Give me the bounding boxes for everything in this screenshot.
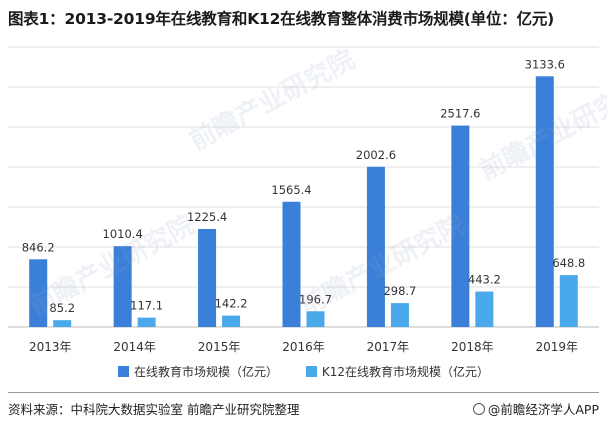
- data-label-k12-2: 117.1: [130, 299, 163, 313]
- brand-logo-icon: [472, 403, 485, 415]
- bar-k12-1: [53, 320, 72, 327]
- bar-k12-7: [559, 275, 578, 327]
- data-label-k12-1: 85.2: [49, 301, 75, 315]
- gridlines: [8, 46, 599, 328]
- brand-credit: @前瞻经济学人APP: [472, 399, 599, 418]
- legend-item-k12: K12在线教育市场规模（亿元）: [305, 363, 489, 380]
- source-note: 资料来源：中科院大数据实验室 前瞻产业研究院整理: [8, 402, 300, 417]
- x-tick-label: 2013年: [29, 340, 72, 354]
- bars: [29, 76, 578, 327]
- legend-label-k12: K12在线教育市场规模（亿元）: [321, 365, 489, 379]
- x-tick-label: 2019年: [536, 340, 579, 354]
- legend-swatch-online: [118, 366, 129, 377]
- data-label-online-4: 1565.4: [271, 183, 311, 197]
- data-label-k12-6: 443.2: [468, 273, 501, 287]
- data-label-k12-7: 648.8: [552, 256, 585, 270]
- bar-k12-6: [475, 291, 494, 327]
- data-label-online-3: 1225.4: [187, 210, 227, 224]
- data-label-online-6: 2517.6: [440, 107, 480, 121]
- bar-online-5: [366, 166, 385, 327]
- x-tick-label: 2014年: [113, 340, 156, 354]
- data-label-online-7: 3133.6: [525, 57, 565, 71]
- data-label-k12-3: 142.2: [215, 297, 248, 311]
- data-labels: 846.2 85.2 1010.4 117.1 1225.4 142.2 1565.4 196…: [22, 57, 586, 315]
- data-label-online-1: 846.2: [22, 240, 55, 254]
- footer-divider: [8, 392, 599, 393]
- x-tick-label: 2015年: [198, 340, 241, 354]
- bar-online-7: [535, 76, 554, 327]
- x-tick-label: 2016年: [282, 340, 325, 354]
- data-label-online-2: 1010.4: [103, 227, 143, 241]
- chart-legend: 在线教育市场规模（亿元） K12在线教育市场规模（亿元）: [0, 363, 607, 380]
- data-label-k12-4: 196.7: [299, 292, 332, 306]
- bar-online-3: [198, 228, 217, 327]
- bar-online-4: [282, 201, 301, 327]
- bar-k12-4: [306, 311, 325, 327]
- x-tick-label: 2017年: [367, 340, 410, 354]
- legend-item-online: 在线教育市场规模（亿元）: [118, 363, 278, 380]
- bar-k12-3: [222, 315, 241, 327]
- chart-title: 图表1：2013-2019年在线教育和K12在线教育整体消费市场规模(单位：亿元…: [8, 10, 555, 28]
- brand-text: @前瞻经济学人APP: [487, 402, 599, 417]
- data-label-online-5: 2002.6: [356, 148, 396, 162]
- bar-k12-5: [390, 303, 409, 327]
- bar-k12-2: [137, 317, 156, 327]
- x-tick-label: 2018年: [451, 340, 494, 354]
- bar-online-2: [113, 246, 132, 327]
- legend-swatch-k12: [305, 366, 317, 377]
- bar-online-6: [451, 125, 470, 327]
- legend-label-online: 在线教育市场规模（亿元）: [134, 365, 279, 379]
- bar-online-1: [29, 259, 48, 327]
- data-label-k12-5: 298.7: [383, 284, 416, 298]
- x-axis-ticks: 2013年 2014年 2015年 2016年 2017年 2018年 2019年: [29, 340, 578, 354]
